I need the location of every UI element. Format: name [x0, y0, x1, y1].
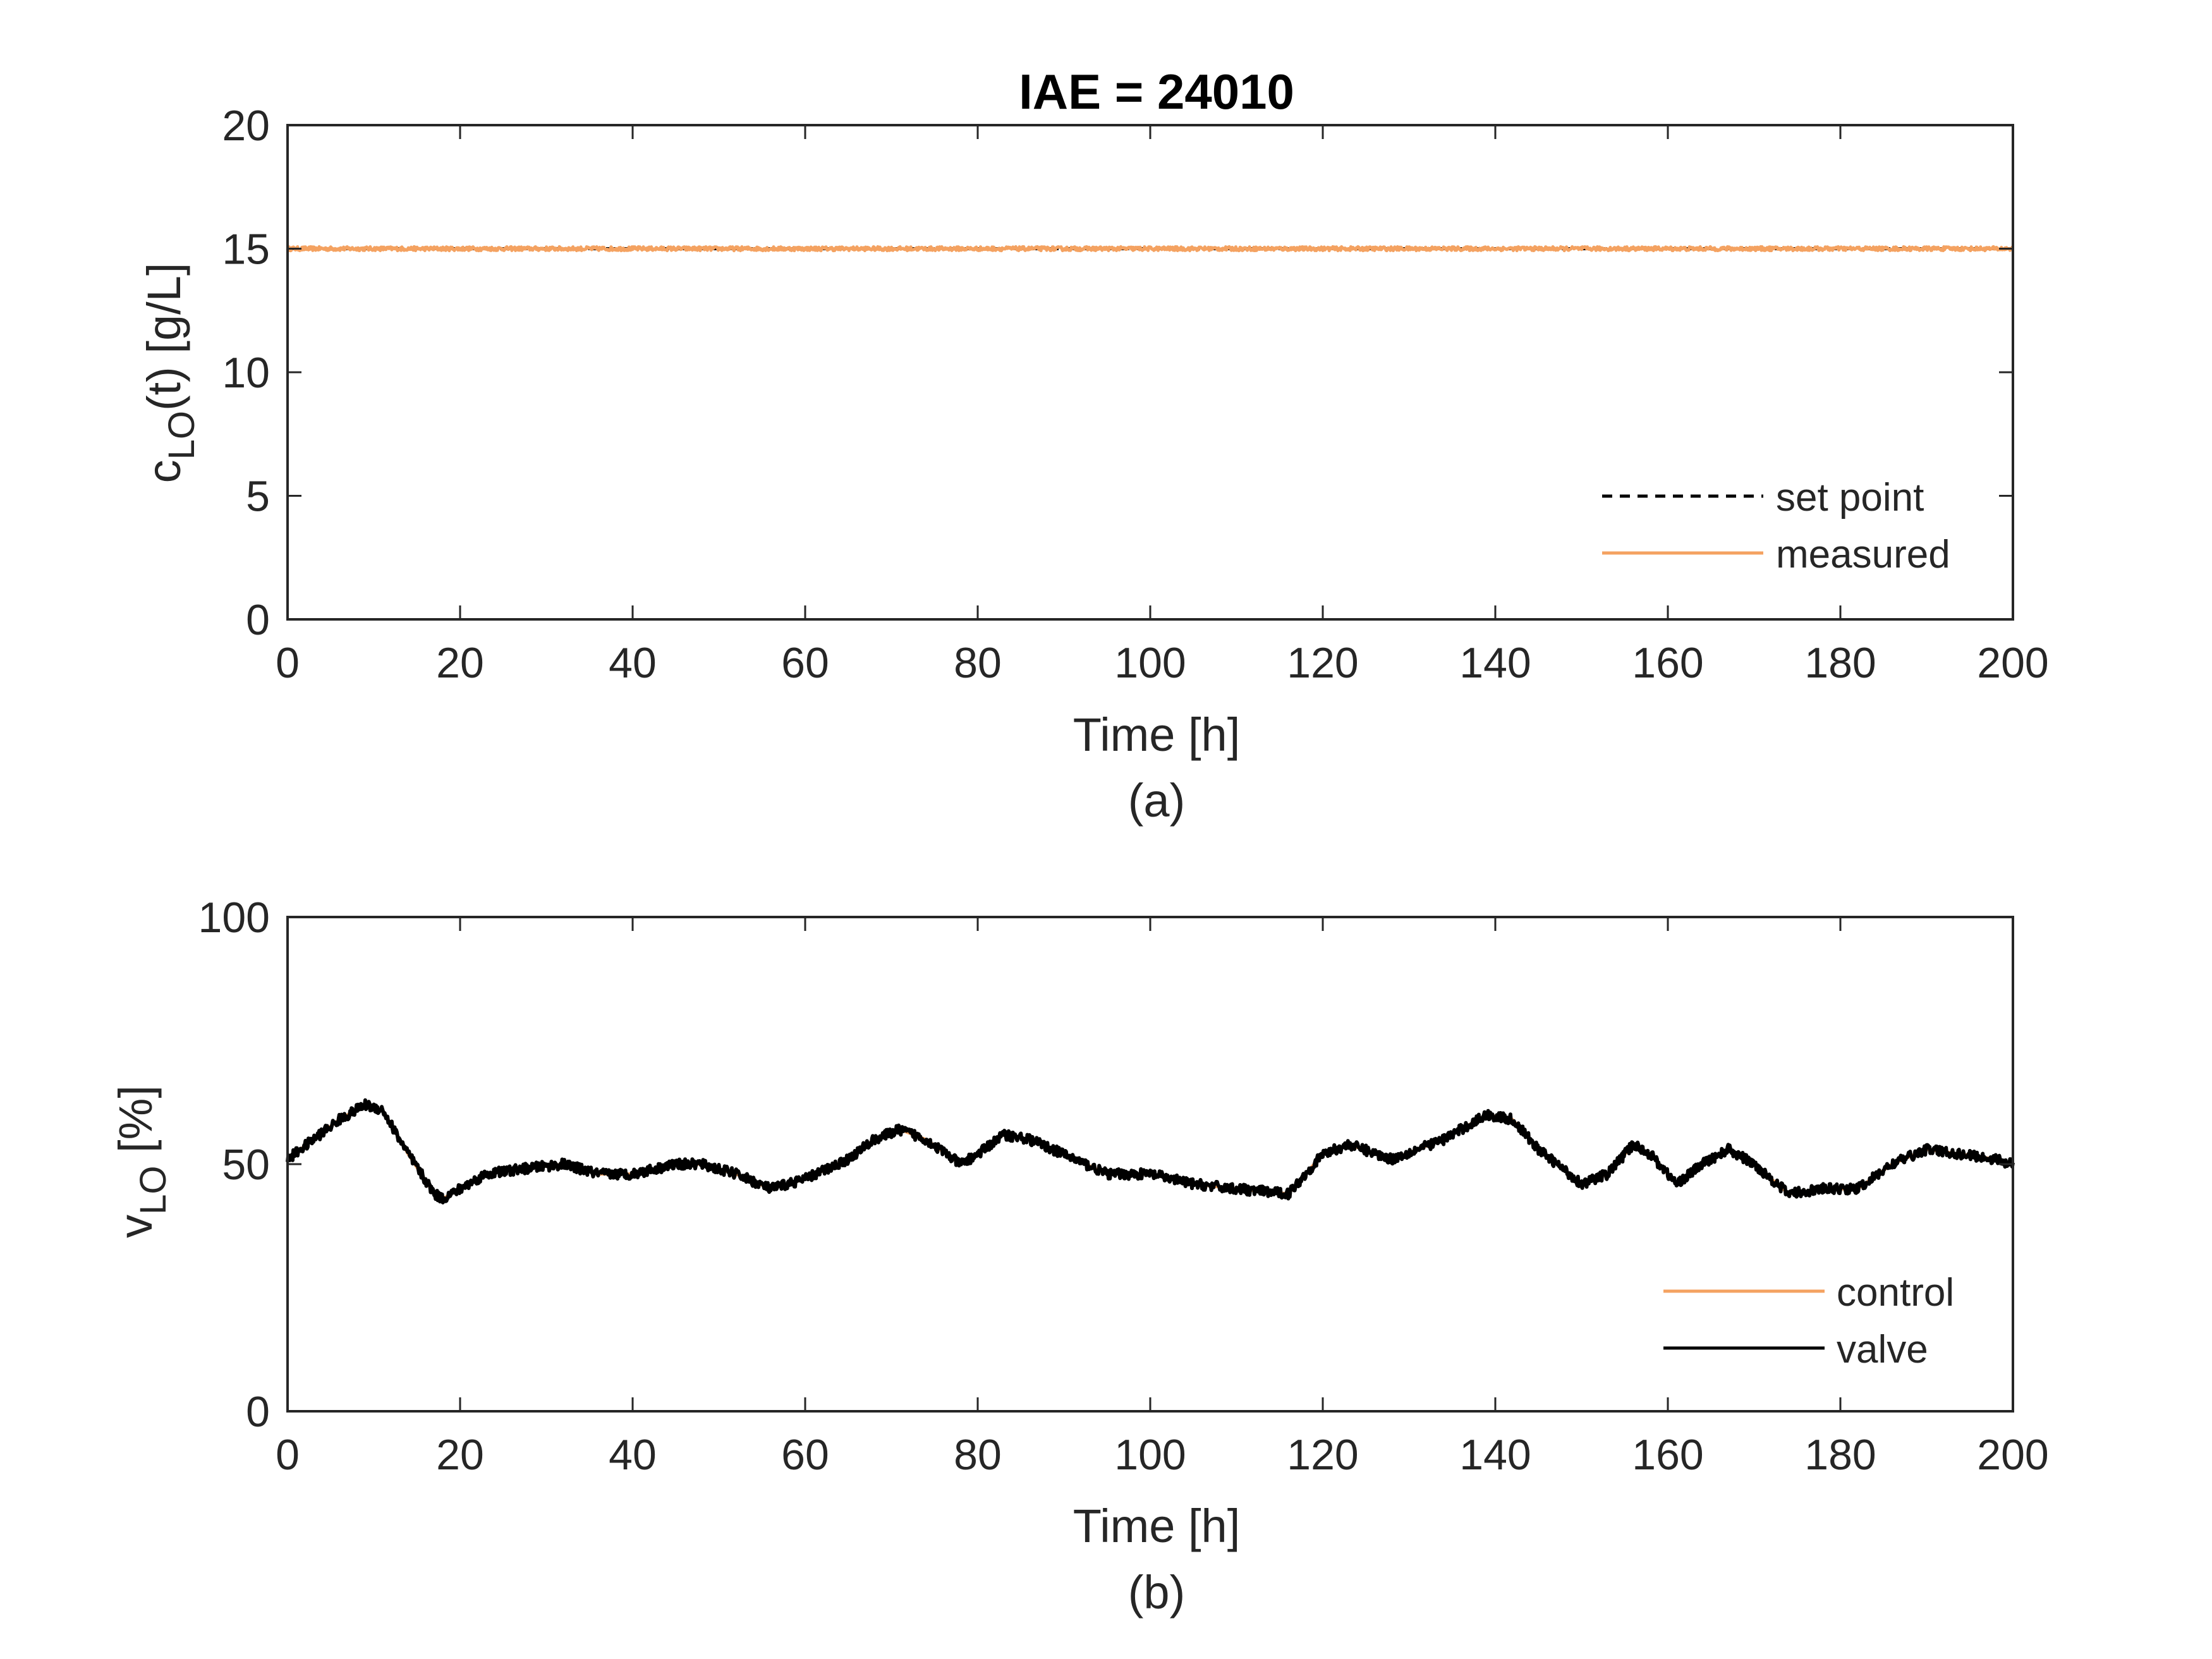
y-tick-label: 5 — [246, 473, 270, 521]
y-tick-label: 0 — [246, 596, 270, 644]
axes-frame — [286, 124, 2014, 621]
plot-area-a: 0 20 40 60 80 100 120 140 160 180 200 0 5 10 15 20 — [222, 102, 2048, 687]
y-axis-label-sub: LO — [133, 1166, 174, 1215]
y-axis-label-sub: LO — [161, 411, 202, 459]
series-line-control — [286, 1103, 2014, 1201]
panel-a: IAE = 24010 0 20 40 60 80 100 120 140 160 180 2000… — [138, 64, 2049, 827]
x-tick-label: 140 — [1459, 639, 1531, 687]
series-line-valve — [286, 1098, 2015, 1205]
y-tick-label: 10 — [222, 349, 270, 397]
x-tick-label: 60 — [781, 1431, 829, 1479]
x-tick-label: 160 — [1632, 1431, 1703, 1479]
x-tick-label: 120 — [1287, 639, 1358, 687]
chart-title: IAE = 24010 — [1019, 64, 1294, 119]
x-tick-label: 20 — [436, 1431, 484, 1479]
y-axis-label-rest: [%] — [109, 1085, 162, 1165]
legend-label-measured: measured — [1776, 533, 1950, 576]
x-tick-label: 180 — [1804, 1431, 1876, 1479]
x-tick-label: 140 — [1459, 1431, 1531, 1479]
x-tick-label: 20 — [436, 639, 484, 687]
y-axis-label-main: c — [138, 459, 190, 483]
legend-label-control: control — [1837, 1271, 1954, 1315]
caption-b: (b) — [1128, 1566, 1185, 1619]
x-tick-label: 100 — [1114, 1431, 1186, 1479]
x-tick-label: 80 — [954, 1431, 1002, 1479]
panel-b: 0 20 40 60 80 100 120 140 160 180 200 0 50 100 vLO [%… — [109, 894, 2049, 1619]
y-axis-label-main: v — [109, 1215, 162, 1238]
y-tick-label: 50 — [222, 1141, 270, 1189]
x-tick-label: 0 — [276, 1431, 300, 1479]
x-tick-label: 0 — [276, 639, 300, 687]
legend-b: control valve — [1663, 1271, 1954, 1371]
caption-a: (a) — [1128, 774, 1185, 827]
y-axis-label-rest: (t) [g/L] — [138, 263, 190, 411]
x-tick-label: 40 — [609, 1431, 657, 1479]
legend-label-valve: valve — [1837, 1328, 1928, 1371]
y-axis-label-a: cLO(t) [g/L] — [138, 263, 202, 483]
plot-area-b: 0 20 40 60 80 100 120 140 160 180 200 0 50 100 — [198, 894, 2049, 1479]
y-tick-label: 0 — [246, 1388, 270, 1436]
x-tick-label: 160 — [1632, 639, 1703, 687]
x-tick-label: 40 — [609, 639, 657, 687]
x-tick-label: 120 — [1287, 1431, 1358, 1479]
x-tick-label: 80 — [954, 639, 1002, 687]
x-tick-label: 60 — [781, 639, 829, 687]
x-tick-label: 180 — [1804, 639, 1876, 687]
y-axis-label-b: vLO [%] — [109, 1085, 174, 1238]
x-axis-label-b: Time [h] — [1073, 1500, 1241, 1552]
x-tick-label: 100 — [1114, 639, 1186, 687]
legend-label-setpoint: set point — [1776, 476, 1924, 520]
x-tick-label: 200 — [1977, 639, 2048, 687]
y-tick-label: 15 — [222, 226, 270, 274]
y-tick-label: 100 — [198, 894, 270, 942]
x-axis-label-a: Time [h] — [1073, 708, 1241, 761]
legend-a: set point measured — [1602, 476, 1950, 576]
y-tick-label: 20 — [222, 102, 270, 150]
x-tick-label: 200 — [1977, 1431, 2048, 1479]
series-line-measured — [286, 245, 2014, 253]
